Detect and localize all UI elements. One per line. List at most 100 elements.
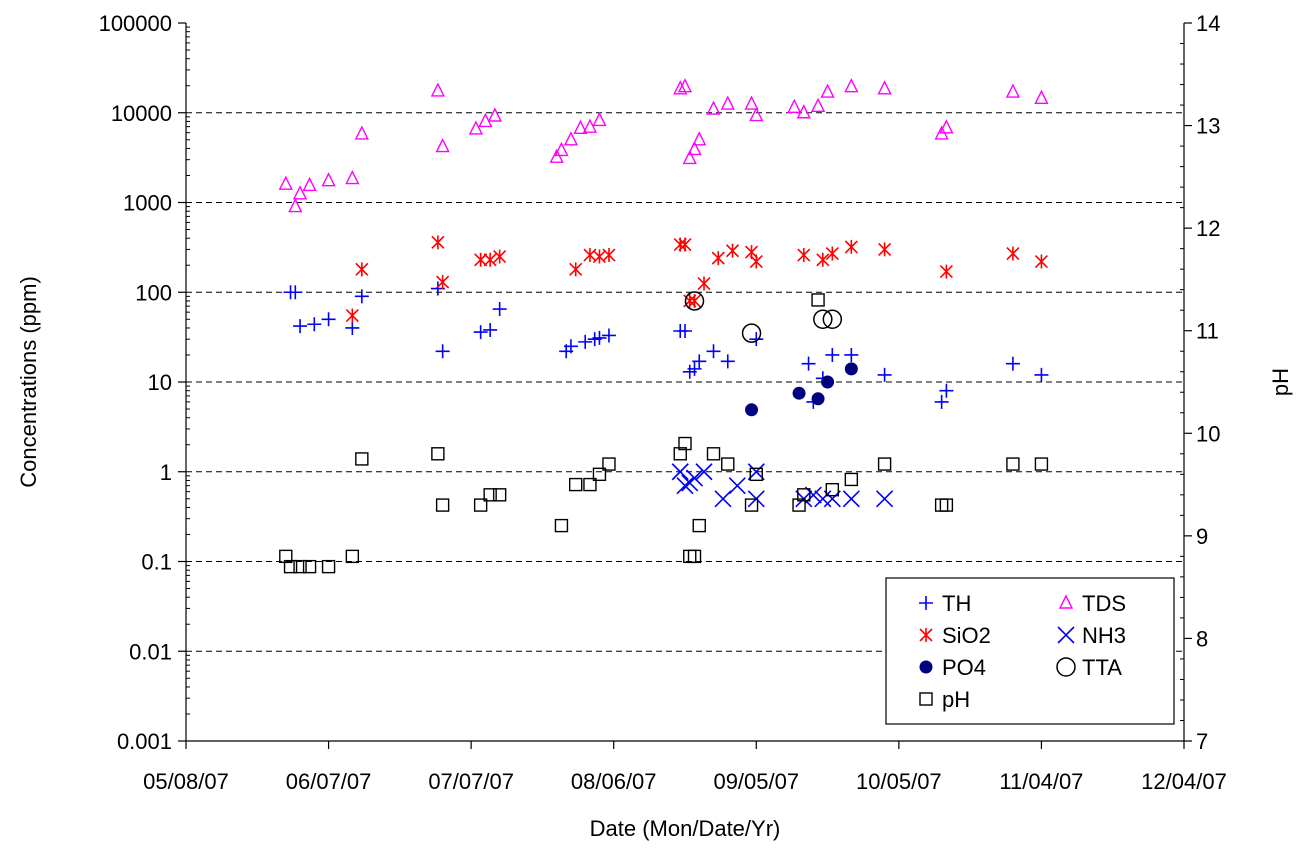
series-po4 (745, 362, 858, 417)
data-point (749, 332, 764, 347)
y2-tick-label: 9 (1196, 524, 1208, 549)
data-point (720, 354, 735, 369)
y2-tick-label: 10 (1196, 421, 1220, 446)
data-point (792, 386, 806, 400)
series-tta (684, 291, 843, 343)
data-point (1005, 356, 1020, 371)
legend-marker (919, 628, 933, 642)
data-point (302, 176, 317, 192)
legend: TH TDS SiO2 NH3 PO4 TTA pH (885, 577, 1175, 725)
data-point (721, 457, 735, 471)
data-point (283, 559, 298, 574)
y-tick-label: 100000 (99, 11, 172, 36)
y-tick-label: 100 (135, 280, 172, 305)
data-point (706, 344, 721, 359)
y2-axis-title: pH (1268, 368, 1293, 396)
data-point (435, 344, 450, 359)
series-ph (279, 293, 1049, 574)
data-point (583, 477, 597, 492)
data-point (307, 317, 322, 332)
y-tick-label: 10000 (111, 101, 172, 126)
data-point (355, 262, 369, 277)
data-point (822, 309, 843, 330)
data-point (811, 392, 825, 406)
data-point (711, 251, 725, 266)
data-point (279, 549, 293, 564)
data-point (592, 330, 607, 345)
data-point (678, 237, 692, 252)
legend-marker (1058, 594, 1074, 609)
data-point (939, 119, 954, 134)
data-point (435, 498, 450, 512)
data-point (749, 107, 764, 122)
data-point (745, 403, 759, 417)
data-point (877, 80, 892, 95)
legend-label: PO4 (942, 655, 986, 680)
data-point (1006, 457, 1020, 471)
data-point (801, 356, 816, 371)
legend-marker (919, 692, 933, 706)
y-tick-label: 1000 (123, 191, 172, 216)
data-point (714, 490, 732, 508)
x-tick-label: 09/05/07 (713, 769, 799, 794)
data-point (842, 490, 860, 508)
series-sio2 (345, 235, 1048, 323)
data-point (687, 293, 702, 308)
data-point (487, 107, 503, 122)
data-point (288, 198, 303, 213)
data-point (1034, 254, 1048, 269)
data-point (792, 498, 806, 512)
data-point (602, 457, 616, 471)
y2-tick-label: 7 (1196, 729, 1208, 754)
legend-label: TTA (1082, 655, 1122, 680)
data-point (821, 375, 835, 389)
data-point (692, 518, 706, 533)
data-point (345, 308, 359, 323)
data-point (728, 477, 746, 495)
data-point (278, 175, 293, 190)
y2-tick-label: 11 (1196, 319, 1219, 344)
data-point (816, 252, 830, 267)
data-point (569, 262, 583, 277)
data-point (554, 141, 569, 157)
data-point (692, 131, 707, 146)
legend-label: NH3 (1082, 623, 1126, 648)
data-point (431, 235, 445, 250)
data-point (749, 254, 763, 269)
data-point (492, 488, 507, 502)
data-point (1006, 246, 1020, 261)
data-point (554, 518, 569, 533)
data-point (825, 246, 839, 261)
data-point (493, 249, 507, 264)
data-point (687, 549, 702, 564)
data-point (563, 339, 578, 354)
y2-tick-label: 14 (1196, 11, 1220, 36)
data-point (687, 361, 702, 376)
y-tick-label: 0.01 (129, 639, 172, 664)
data-point (483, 322, 498, 337)
data-point (673, 447, 687, 461)
data-point (602, 248, 616, 263)
data-point (431, 447, 445, 461)
y-tick-label: 0.1 (141, 550, 172, 575)
data-point (877, 457, 892, 471)
data-point (720, 95, 735, 110)
data-point (934, 394, 949, 409)
data-point (345, 320, 360, 335)
data-point (741, 323, 762, 343)
data-point (601, 328, 616, 343)
data-point (345, 169, 360, 185)
data-point (483, 488, 497, 502)
data-point (473, 498, 488, 512)
data-point (592, 467, 607, 482)
x-tick-label: 11/04/07 (999, 769, 1083, 794)
data-point (844, 78, 859, 93)
data-point (288, 285, 303, 300)
data-point (844, 472, 859, 487)
data-point (293, 559, 307, 574)
data-marks (278, 78, 1049, 574)
data-point (876, 490, 894, 508)
legend-marker (919, 660, 933, 674)
data-point (321, 559, 336, 574)
